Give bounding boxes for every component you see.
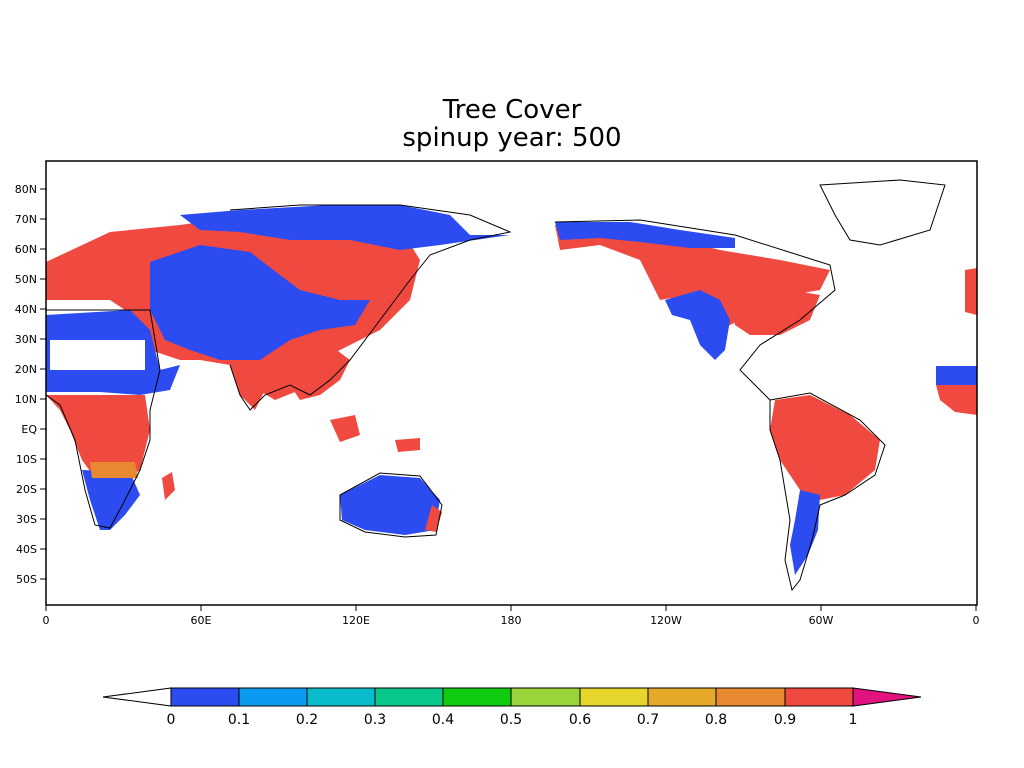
colorbar-label-8: 0.8 [705, 712, 727, 728]
south-america-coastline [769, 392, 886, 592]
africa-forest-region [46, 395, 150, 480]
lat-tick-40s: 40S [16, 543, 46, 556]
colorbar-label-1: 0.1 [228, 712, 250, 728]
svg-text:20S: 20S [16, 483, 37, 496]
lon-tick-0-right: 0 [973, 605, 980, 627]
south-africa-low-cover [82, 470, 140, 530]
madagascar [162, 472, 175, 500]
lon-tick-120e: 120E [342, 605, 370, 627]
colorbar-label-9: 0.9 [774, 712, 796, 728]
svg-text:40S: 40S [16, 543, 37, 556]
lon-tick-60e: 60E [191, 605, 212, 627]
lat-tick-80n: 80N [15, 183, 46, 196]
north-america-tundra-low-cover [555, 222, 735, 248]
map-subtitle: spinup year: 500 [402, 123, 622, 153]
colorbar-segment-0 [170, 687, 240, 707]
lat-tick-30s: 30S [16, 513, 46, 526]
colorbar-over-arrow [852, 687, 922, 707]
svg-text:0: 0 [973, 614, 980, 627]
svg-text:60N: 60N [15, 243, 37, 256]
colorbar-segment-6 [579, 687, 649, 707]
svg-text:60W: 60W [809, 614, 834, 627]
colorbar-label-10: 1 [849, 712, 858, 728]
svg-text:50N: 50N [15, 273, 37, 286]
colorbar-segment-7 [647, 687, 717, 707]
greenland-coastline [819, 179, 946, 246]
svg-text:70N: 70N [15, 213, 37, 226]
colorbar-label-0: 0 [167, 712, 176, 728]
colorbar-labels: 0 0.1 0.2 0.3 0.4 0.5 0.6 0.7 0.8 0.9 1 [167, 712, 858, 728]
lon-tick-0-left: 0 [43, 605, 50, 627]
south-america-low-cover [790, 490, 820, 575]
eastern-us-forest [730, 290, 820, 335]
europe-wrap-forest [965, 268, 977, 315]
svg-text:EQ: EQ [21, 423, 37, 436]
colorbar-label-4: 0.4 [432, 712, 454, 728]
lat-tick-60n: 60N [15, 243, 46, 256]
svg-text:50S: 50S [16, 573, 37, 586]
colorbar-segment-9 [784, 687, 854, 707]
lat-tick-50n: 50N [15, 273, 46, 286]
svg-text:0: 0 [43, 614, 50, 627]
lat-tick-20n: 20N [15, 363, 46, 376]
svg-text:60E: 60E [191, 614, 212, 627]
colorbar-segment-3 [374, 687, 444, 707]
lon-tick-60w: 60W [809, 605, 834, 627]
svg-text:10N: 10N [15, 393, 37, 406]
svg-text:30N: 30N [15, 333, 37, 346]
colorbar-under-arrow [102, 687, 172, 707]
colorbar-segment-4 [442, 687, 512, 707]
africa-wrap-forest [936, 385, 977, 415]
svg-text:180: 180 [501, 614, 522, 627]
svg-text:30S: 30S [16, 513, 37, 526]
lat-tick-20s: 20S [16, 483, 46, 496]
svg-text:20N: 20N [15, 363, 37, 376]
colorbar-label-7: 0.7 [637, 712, 659, 728]
africa-transition [90, 462, 138, 478]
svg-text:40N: 40N [15, 303, 37, 316]
lat-tick-eq: EQ [21, 423, 46, 436]
colorbar-segment-5 [510, 687, 581, 707]
svg-text:120E: 120E [342, 614, 370, 627]
coastlines [45, 179, 946, 592]
colorbar-segment-2 [306, 687, 376, 707]
lat-tick-10s: 10S [16, 453, 46, 466]
north-america-boreal-forest [555, 225, 830, 330]
lat-tick-40n: 40N [15, 303, 46, 316]
colorbar-label-3: 0.3 [364, 712, 386, 728]
south-america-forest-region [770, 395, 880, 500]
vegetation-field [46, 205, 977, 575]
north-america-plains-low-cover [665, 290, 730, 360]
lat-tick-10n: 10N [15, 393, 46, 406]
colorbar [102, 687, 922, 707]
lon-tick-180: 180 [501, 605, 522, 627]
australia-coastline [339, 472, 443, 538]
lat-tick-50s: 50S [16, 573, 46, 586]
sahara-no-data [50, 340, 145, 370]
lat-tick-30n: 30N [15, 333, 46, 346]
svg-text:10S: 10S [16, 453, 37, 466]
north-siberia-low-cover [180, 205, 510, 250]
map-title: Tree Cover [442, 95, 582, 125]
colorbar-label-2: 0.2 [296, 712, 318, 728]
colorbar-segment-8 [715, 687, 786, 707]
asia-coastline [229, 204, 512, 411]
australia-low-cover [340, 475, 440, 535]
africa-wrap-low-cover [936, 366, 977, 385]
africa-coastline [45, 309, 161, 529]
longitude-axis: 0 60E 120E 180 120W 60W 0 [43, 605, 980, 627]
central-asia-low-cover [150, 245, 370, 360]
colorbar-label-5: 0.5 [500, 712, 522, 728]
latitude-axis: 80N 70N 60N 50N 40N 30N 20N 10N EQ 10S 2… [15, 183, 46, 586]
colorbar-label-6: 0.6 [569, 712, 591, 728]
svg-text:80N: 80N [15, 183, 37, 196]
maritime-asia-forest [330, 415, 420, 452]
colorbar-segment-1 [238, 687, 308, 707]
lon-tick-120w: 120W [650, 605, 682, 627]
north-america-coastline [554, 219, 836, 401]
lat-tick-70n: 70N [15, 213, 46, 226]
south-asia-forest-region [230, 345, 350, 410]
svg-text:120W: 120W [650, 614, 682, 627]
